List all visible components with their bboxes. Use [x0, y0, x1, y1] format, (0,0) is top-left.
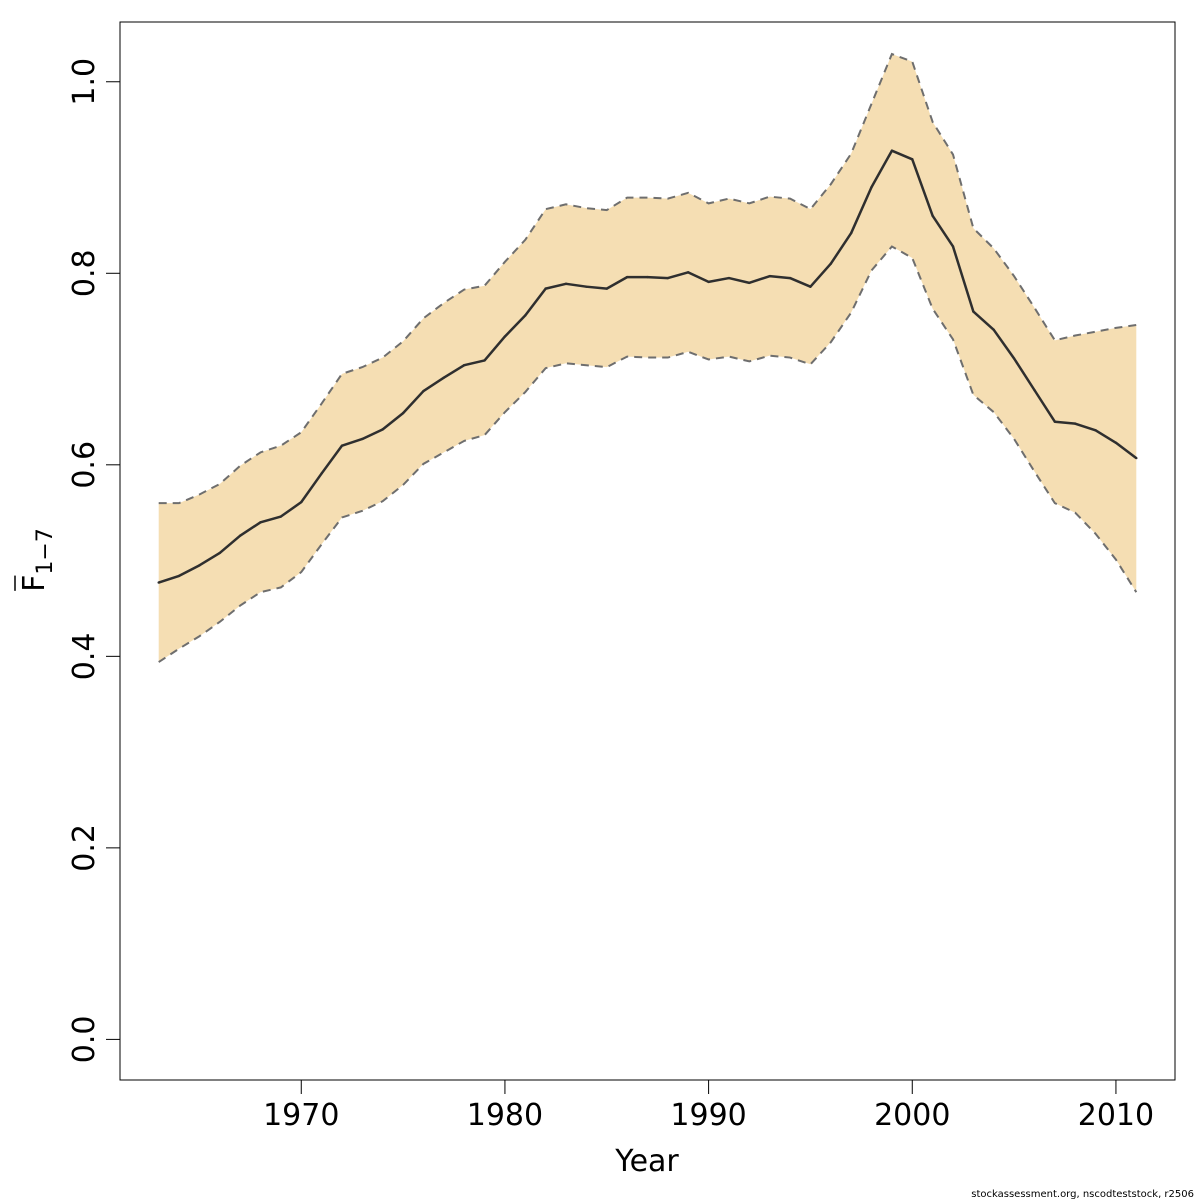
y-axis: 0.0 0.2 0.4 0.6 0.8 1.0 — [67, 58, 121, 1064]
estimate-point — [809, 285, 812, 288]
estimate-line-layer — [157, 149, 1138, 584]
estimate-point — [748, 281, 751, 285]
estimate-point — [911, 158, 914, 161]
estimate-point — [605, 287, 608, 290]
x-tick-label: 1990 — [670, 1098, 746, 1133]
estimate-point — [972, 310, 975, 313]
estimate-point — [483, 359, 486, 362]
estimate-point — [951, 245, 955, 248]
x-axis-title: Year — [614, 1144, 679, 1179]
estimate-point — [340, 444, 344, 447]
confidence-band — [158, 53, 1137, 663]
estimate-point — [768, 274, 771, 278]
estimate-point — [361, 437, 364, 441]
estimate-point — [462, 364, 466, 367]
estimate-point — [890, 149, 894, 152]
estimate-point — [788, 276, 792, 280]
estimate-point — [198, 564, 201, 567]
estimate-point — [422, 389, 425, 393]
estimate-point — [625, 275, 629, 279]
estimate-point — [177, 574, 181, 578]
y-tick-label: 0.2 — [67, 824, 102, 872]
estimate-point — [1135, 456, 1138, 460]
y-tick-label: 1.0 — [67, 58, 102, 106]
estimate-point — [238, 534, 242, 537]
estimate-point — [320, 472, 323, 475]
y-tick-label: 0.0 — [67, 1016, 102, 1064]
y-axis-title: F1−7 — [14, 528, 58, 592]
footer-caption: stockassessment.org, nscodteststock, r25… — [971, 1189, 1194, 1200]
estimate-point — [157, 581, 160, 584]
estimate-point — [646, 275, 649, 279]
estimate-point — [279, 515, 283, 518]
y-tick-label: 0.8 — [67, 249, 102, 297]
estimate-point — [727, 276, 731, 280]
estimate-point — [1053, 420, 1057, 423]
estimate-point — [259, 521, 262, 524]
confidence-band-layer — [158, 52, 1138, 663]
estimate-point — [564, 282, 568, 286]
y-tick-label: 0.4 — [67, 632, 102, 680]
x-tick-label: 2010 — [1078, 1098, 1154, 1133]
estimate-point — [870, 185, 873, 189]
estimate-point — [666, 276, 670, 280]
estimate-point — [1114, 441, 1118, 444]
estimate-point — [1074, 422, 1077, 425]
estimate-point — [503, 335, 507, 338]
estimate-point — [524, 314, 527, 317]
estimate-point — [1012, 357, 1016, 360]
estimate-point — [381, 428, 384, 431]
estimate-point — [829, 262, 833, 265]
estimate-point — [1094, 429, 1097, 432]
y-axis-title-subscript: 1−7 — [33, 528, 58, 574]
y-tick-label: 0.6 — [67, 441, 102, 489]
x-tick-label: 1970 — [263, 1098, 339, 1133]
x-tick-label: 2000 — [874, 1098, 950, 1133]
svg-text:F1−7: F1−7 — [17, 528, 58, 592]
estimate-point — [218, 551, 221, 555]
y-axis-title-main: F — [17, 575, 52, 592]
x-tick-label: 1980 — [467, 1098, 543, 1133]
estimate-point — [1033, 388, 1036, 392]
estimate-point — [849, 231, 853, 235]
upper-bound-line — [158, 52, 1137, 505]
x-axis: 1970 1980 1990 2000 2010 — [263, 1079, 1154, 1133]
estimate-point — [442, 376, 446, 379]
estimate-point — [544, 287, 547, 290]
estimate-point — [931, 214, 934, 218]
estimate-point — [300, 500, 303, 504]
estimate-point — [687, 271, 690, 274]
estimate-point — [992, 328, 995, 331]
estimate-point — [585, 285, 588, 288]
estimate-point — [707, 280, 710, 284]
estimate-point — [401, 411, 405, 415]
